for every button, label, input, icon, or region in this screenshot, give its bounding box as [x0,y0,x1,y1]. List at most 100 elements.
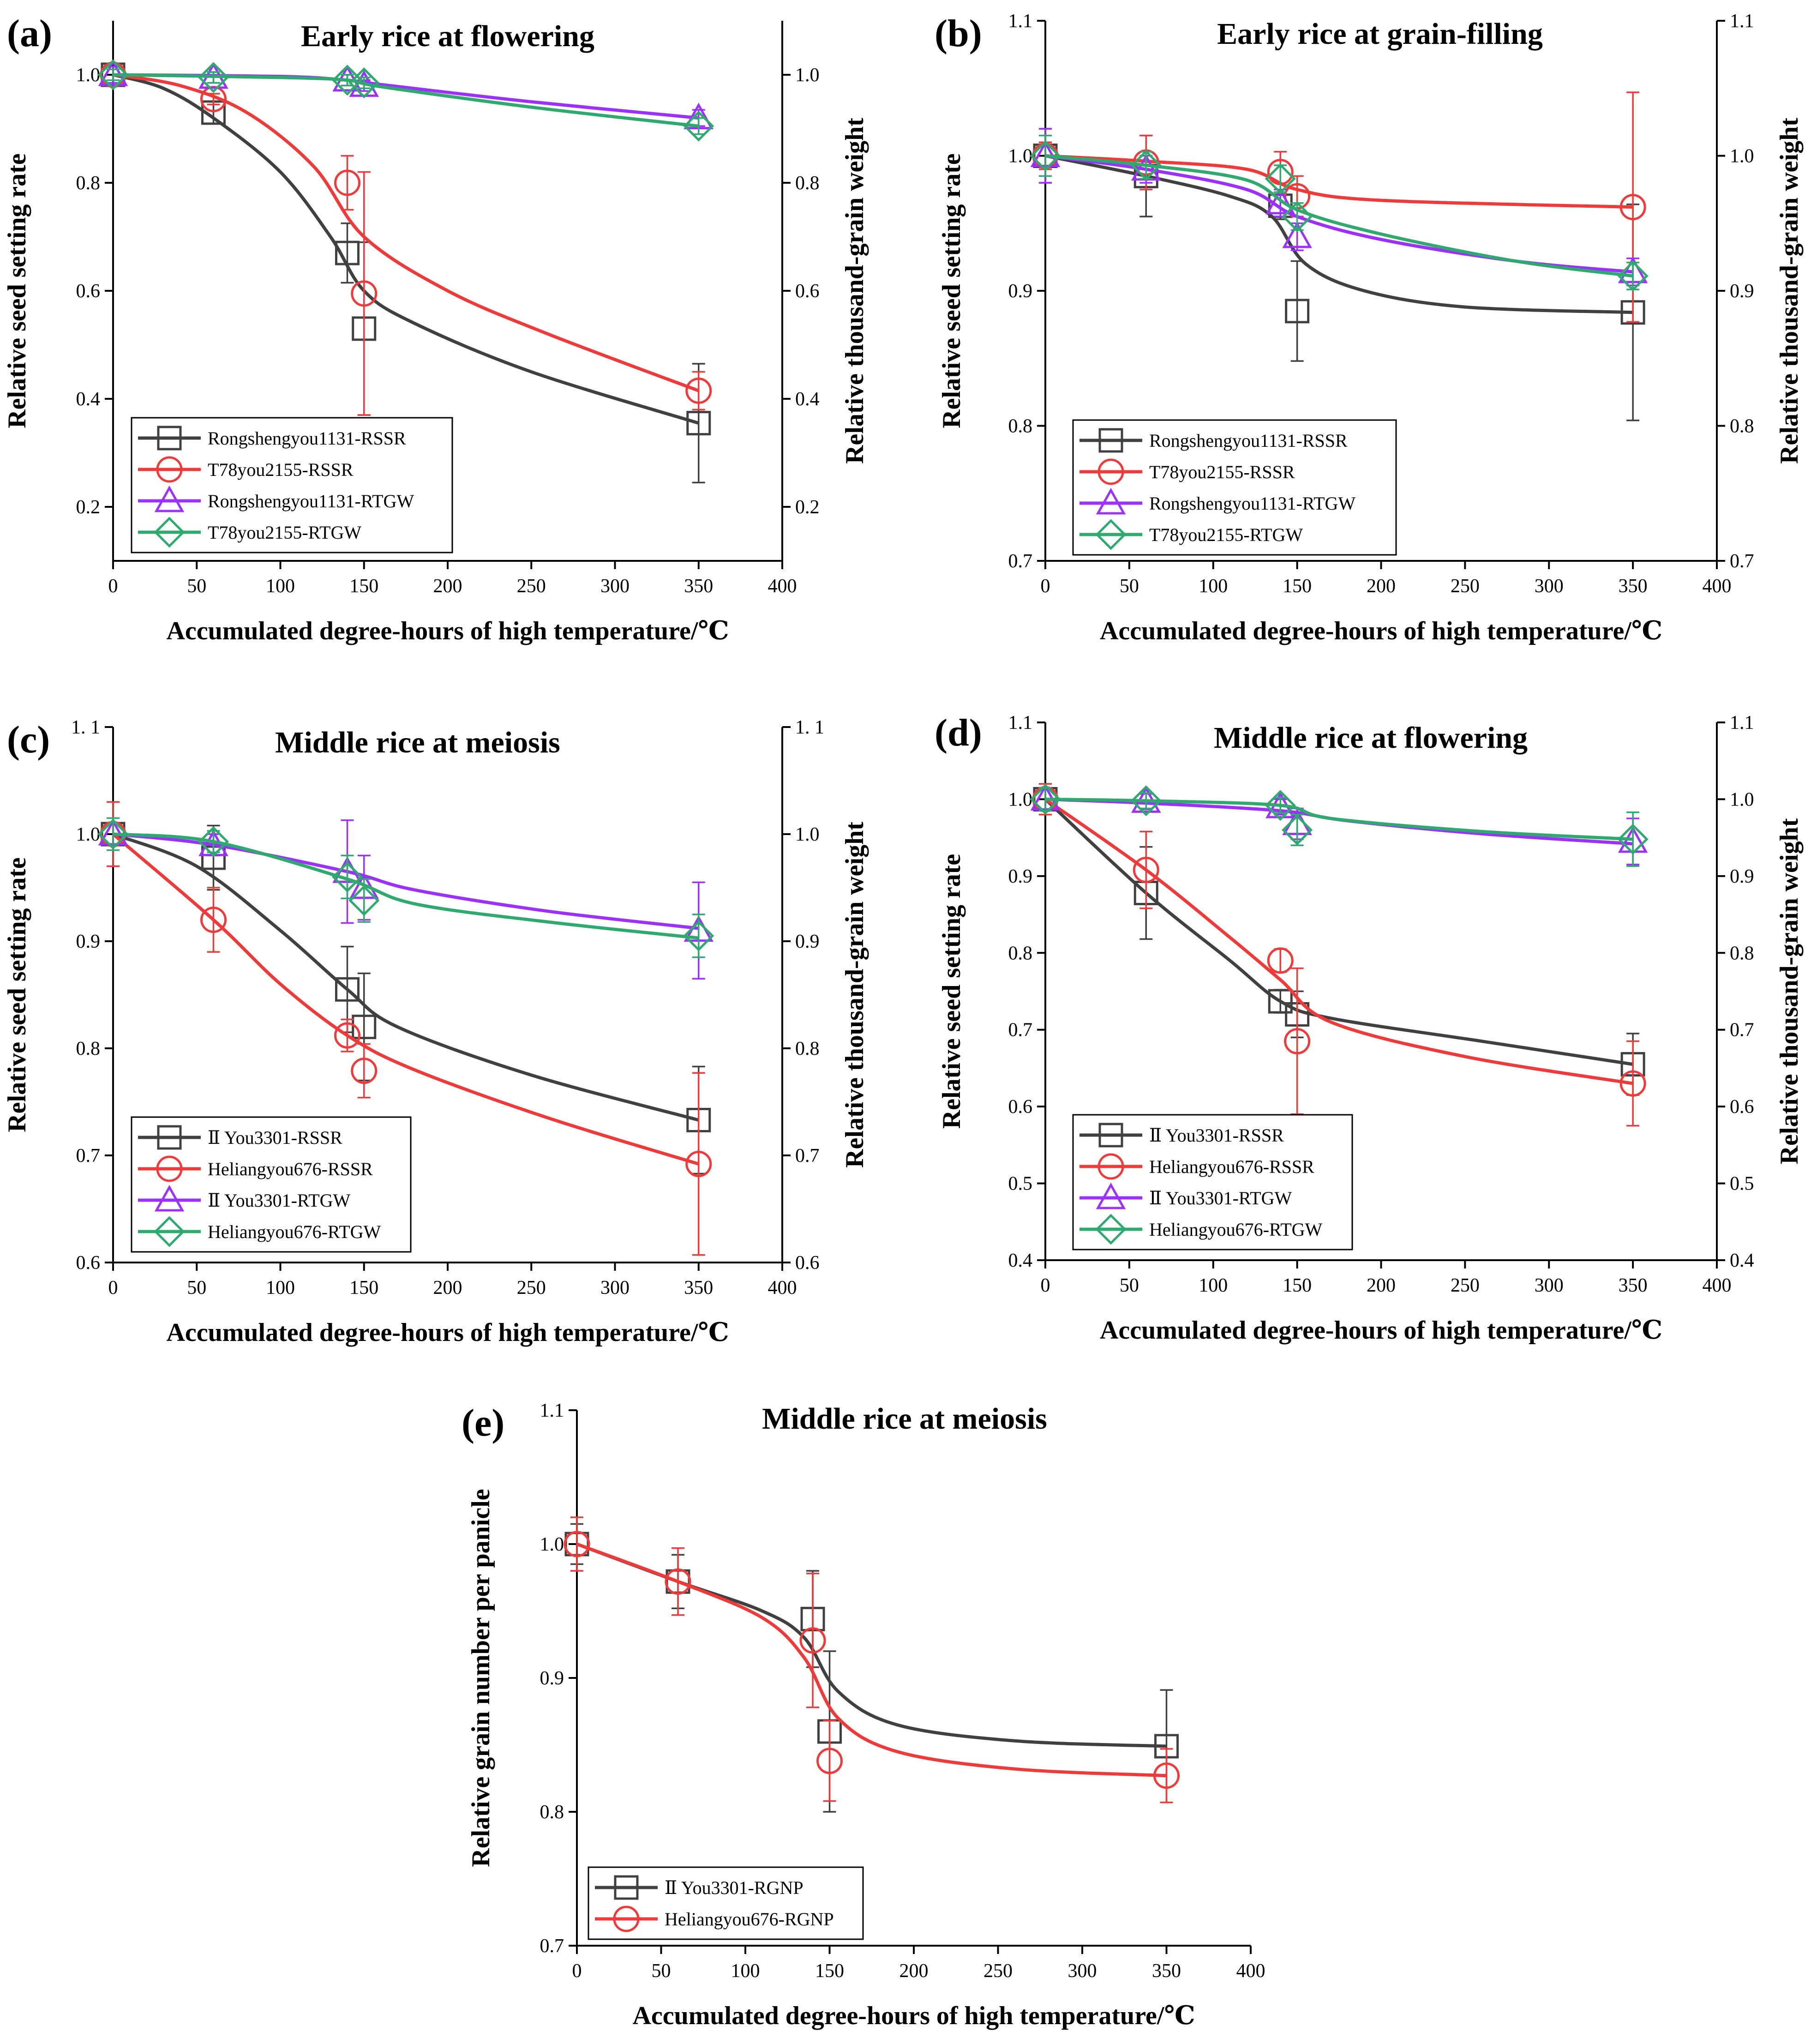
data-point-circle [1619,1070,1646,1097]
legend: Ⅱ You3301-RSSR Heliangyou676-RSSR Ⅱ You330… [131,1116,412,1253]
right-y-tick-label: 0.9 [1730,281,1754,302]
legend-marker-diamond [1095,519,1127,550]
legend-marker-triangle [154,485,185,512]
right-y-tick-label: 0.4 [1730,1250,1754,1271]
legend-label: Rongshengyou1131-RSSR [1149,430,1348,451]
x-tick-label: 200 [433,1277,462,1299]
right-y-axis-title: Relative thousand-grain weight [1775,118,1804,464]
x-tick-label: 400 [1703,1275,1732,1296]
series-line [113,832,699,940]
panel-label: (a) [7,12,52,55]
x-tick-label: 150 [1283,1275,1312,1296]
x-tick-label: 300 [1535,1275,1564,1296]
data-point-circle [1153,1762,1180,1789]
right-y-tick-label: 1.0 [1730,146,1754,167]
data-point-circle [665,1568,691,1595]
y-tick-label: 1.1 [540,1400,564,1421]
legend-label: T78you2155-RTGW [208,522,361,543]
chart-title: Middle rice at meiosis [762,1402,1047,1436]
x-tick-label: 150 [815,1960,844,1982]
data-point-circle [334,169,360,196]
legend-marker-circle [156,456,183,483]
x-axis-title: Accumulated degree-hours of high tempera… [1100,617,1662,645]
legend-label: Rongshengyou1131-RTGW [1149,493,1355,514]
data-point-square [352,1015,377,1040]
legend: Rongshengyou1131-RSSR T78you2155-RSSR Rong… [1072,419,1397,556]
data-point-diamond [97,818,129,850]
y-tick-label: 0.9 [1008,866,1033,887]
x-tick-label: 350 [684,576,713,597]
legend-label: Ⅱ You3301-RTGW [208,1190,351,1211]
y-tick-label: 0.6 [1008,1096,1033,1118]
right-y-tick-label: 0.8 [1730,416,1754,437]
legend-marker-circle [613,1906,640,1932]
panel-c: 0 50 100 150 200 250 300 350 400 0.6 0.6 0.7 0.7 0.8 0… [3,717,869,1347]
x-tick-label: 350 [684,1277,713,1299]
series-square [1033,783,1645,1096]
y-tick-label: 0.8 [1008,416,1033,437]
legend: Ⅱ You3301-RGNP Heliangyou676-RGNP [588,1866,864,1940]
legend-marker-square [1098,1123,1123,1148]
y-tick-label: 0.7 [76,1145,101,1166]
legend-label: T78you2155-RTGW [1149,524,1303,545]
x-tick-label: 400 [768,1277,797,1299]
right-y-tick-label: 0.6 [795,281,820,302]
y-tick-label: 0.5 [1008,1173,1033,1195]
data-point-diamond [1030,783,1061,815]
right-y-tick-label: 0.7 [795,1145,820,1166]
legend-label: Ⅱ You3301-RSSR [208,1127,342,1148]
y-tick-label: 1.0 [76,824,101,845]
y-tick-label: 1.0 [540,1534,564,1555]
data-point-square [335,977,360,1002]
series-line [1045,797,1633,846]
data-point-diamond [348,67,380,99]
legend-marker-circle [156,1155,183,1182]
y-tick-label: 1.0 [1008,146,1033,167]
data-point-diamond [1617,260,1649,292]
series-square [564,1523,1179,1813]
y-tick-label: 0.9 [540,1668,564,1689]
y-tick-label: 1.1 [1008,11,1033,32]
legend-label: Heliangyou676-RTGW [208,1221,381,1242]
x-tick-label: 200 [900,1960,929,1982]
y-tick-label: 0.7 [1008,1020,1033,1041]
x-tick-label: 250 [1451,576,1480,597]
series-line [576,1542,1167,1778]
data-point-diamond [198,826,229,857]
x-tick-label: 200 [433,576,462,597]
legend-label: T78you2155-RSSR [1149,462,1295,482]
data-point-circle [200,907,227,933]
data-point-diamond [1130,785,1162,817]
legend-marker-diamond [154,517,185,548]
legend-marker-square [614,1875,639,1900]
y-tick-label: 0.6 [76,1252,101,1274]
y-axis-title: Relative seed setting rate [937,153,966,428]
data-point-square [1268,989,1293,1014]
chart-title: Early rice at grain-filling [1217,17,1543,51]
series-line [576,1542,1167,1748]
right-y-tick-label: 0.7 [1730,551,1754,572]
x-tick-label: 50 [1120,1275,1139,1296]
x-tick-label: 200 [1367,576,1396,597]
data-point-square [686,411,711,436]
data-point-diamond [1130,150,1162,181]
data-point-circle [685,377,712,404]
x-tick-label: 350 [1152,1960,1181,1982]
x-tick-label: 50 [187,1277,206,1299]
legend-marker-circle [1097,1153,1124,1180]
data-point-diamond [1282,814,1313,846]
y-axis-title: Relative seed setting rate [3,857,31,1132]
legend-marker-square [157,1125,182,1150]
x-tick-label: 400 [1236,1960,1265,1982]
x-tick-label: 250 [517,1277,546,1299]
series-diamond [97,817,714,958]
data-point-circle [685,1151,712,1178]
legend-label: Heliangyou676-RTGW [1149,1219,1323,1240]
x-tick-label: 350 [1619,576,1648,597]
data-point-diamond [1265,163,1296,194]
data-point-circle [1133,857,1159,884]
series-circle [100,61,712,416]
right-y-tick-label: 0.5 [1730,1173,1754,1195]
